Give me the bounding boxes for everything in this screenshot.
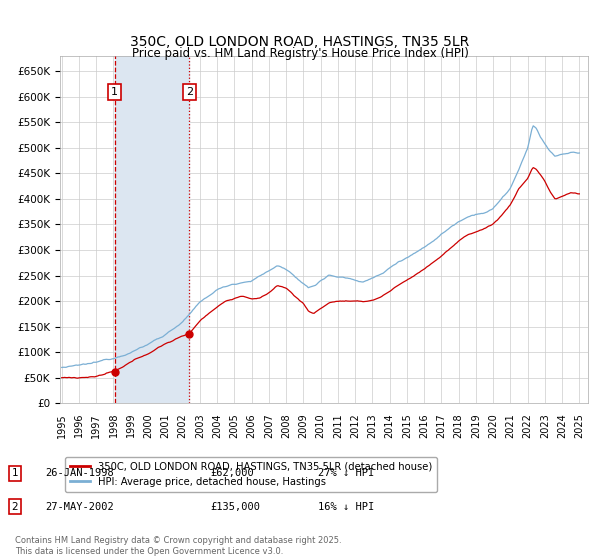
Text: 1: 1 xyxy=(11,468,19,478)
Text: 27-MAY-2002: 27-MAY-2002 xyxy=(45,502,114,512)
Text: 2: 2 xyxy=(186,87,193,97)
Text: 16% ↓ HPI: 16% ↓ HPI xyxy=(318,502,374,512)
Text: 27% ↓ HPI: 27% ↓ HPI xyxy=(318,468,374,478)
Text: 26-JAN-1998: 26-JAN-1998 xyxy=(45,468,114,478)
Text: Contains HM Land Registry data © Crown copyright and database right 2025.
This d: Contains HM Land Registry data © Crown c… xyxy=(15,536,341,556)
Text: 1: 1 xyxy=(111,87,118,97)
Text: £135,000: £135,000 xyxy=(210,502,260,512)
Bar xyxy=(115,56,190,403)
Text: 350C, OLD LONDON ROAD, HASTINGS, TN35 5LR: 350C, OLD LONDON ROAD, HASTINGS, TN35 5L… xyxy=(130,35,470,49)
Legend: 350C, OLD LONDON ROAD, HASTINGS, TN35 5LR (detached house), HPI: Average price, : 350C, OLD LONDON ROAD, HASTINGS, TN35 5L… xyxy=(65,457,437,492)
Text: Price paid vs. HM Land Registry's House Price Index (HPI): Price paid vs. HM Land Registry's House … xyxy=(131,46,469,60)
Text: 2: 2 xyxy=(11,502,19,512)
Text: £62,000: £62,000 xyxy=(210,468,254,478)
